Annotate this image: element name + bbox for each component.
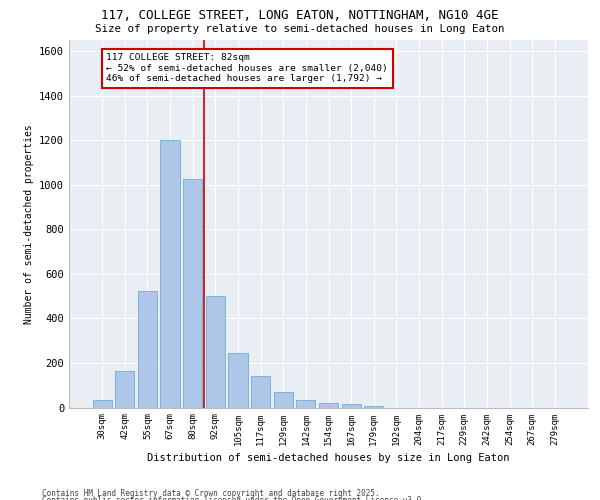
Bar <box>251 376 270 408</box>
Text: Contains HM Land Registry data © Crown copyright and database right 2025.: Contains HM Land Registry data © Crown c… <box>42 488 380 498</box>
Text: 117, COLLEGE STREET, LONG EATON, NOTTINGHAM, NG10 4GE: 117, COLLEGE STREET, LONG EATON, NOTTING… <box>101 9 499 22</box>
Text: 117 COLLEGE STREET: 82sqm
← 52% of semi-detached houses are smaller (2,040)
46% : 117 COLLEGE STREET: 82sqm ← 52% of semi-… <box>106 54 388 83</box>
Bar <box>138 290 157 408</box>
Text: Size of property relative to semi-detached houses in Long Eaton: Size of property relative to semi-detach… <box>95 24 505 34</box>
Bar <box>296 400 316 407</box>
Bar <box>160 140 180 407</box>
Bar <box>206 296 225 408</box>
X-axis label: Distribution of semi-detached houses by size in Long Eaton: Distribution of semi-detached houses by … <box>147 453 510 463</box>
Bar <box>92 400 112 407</box>
Bar <box>341 404 361 407</box>
Bar <box>229 353 248 408</box>
Bar <box>183 179 202 408</box>
Bar <box>274 392 293 407</box>
Bar <box>364 406 383 407</box>
Y-axis label: Number of semi-detached properties: Number of semi-detached properties <box>23 124 34 324</box>
Bar <box>319 403 338 407</box>
Bar <box>115 371 134 408</box>
Text: Contains public sector information licensed under the Open Government Licence v3: Contains public sector information licen… <box>42 496 426 500</box>
